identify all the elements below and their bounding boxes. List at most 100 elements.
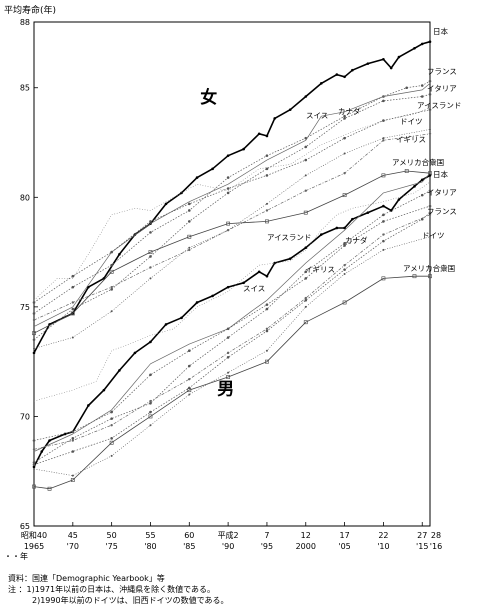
data-point [420, 178, 424, 182]
data-point [226, 375, 231, 379]
data-point [149, 231, 152, 234]
y-tick-label: 80 [20, 193, 30, 202]
series-label-female-6: ドイツ [400, 117, 423, 126]
series-line [33, 172, 431, 452]
data-point [32, 439, 36, 442]
x-tick-label-year: 1965 [24, 542, 44, 551]
data-point [110, 310, 113, 313]
data-point [109, 269, 114, 274]
y-tick-label: 88 [20, 18, 30, 27]
data-point [265, 174, 269, 177]
data-point [63, 432, 67, 436]
data-point [87, 404, 90, 407]
x-tick-label-year: '85 [183, 542, 195, 551]
data-point [133, 351, 137, 355]
data-point [304, 277, 308, 280]
data-point [265, 329, 269, 333]
data-point [412, 274, 417, 279]
data-point [70, 311, 75, 316]
data-point [265, 274, 269, 278]
data-point [381, 276, 386, 281]
data-point [242, 281, 245, 285]
data-point [211, 294, 214, 298]
data-point [70, 478, 75, 482]
data-point [351, 217, 354, 221]
series-male-12 [33, 181, 431, 402]
series-label-male-15: イギリス [305, 265, 335, 274]
data-point [71, 307, 75, 311]
x-tick-label-year: '15 [416, 542, 428, 551]
data-point [343, 264, 346, 267]
series-female-8 [32, 169, 432, 336]
data-point [342, 300, 347, 305]
series-line [33, 214, 431, 450]
data-point [33, 468, 35, 471]
data-point [33, 347, 35, 350]
data-point [227, 371, 230, 374]
data-point [188, 248, 191, 252]
data-point [335, 226, 339, 230]
data-point [32, 461, 36, 464]
series-line [33, 181, 431, 402]
y-tick-label: 85 [20, 84, 30, 93]
data-point [71, 439, 75, 442]
x-tick-label-era: 平成2 [218, 530, 239, 540]
data-point [265, 307, 269, 311]
y-tick-label: 70 [20, 412, 30, 421]
data-point [265, 134, 269, 138]
data-point [343, 242, 346, 245]
female-group-label: 女 [200, 87, 217, 108]
data-point [382, 248, 385, 251]
data-point [342, 193, 347, 198]
series-line [33, 80, 431, 314]
labels-layer: 平均寿命(年) 65 70 75 80 85 88 昭和40 1965 45 '70 50 '75 55 '… [4, 4, 461, 561]
data-point [187, 364, 191, 368]
footnote-1: 注 ：1)1971年以前の日本は、沖縄県を除く数値である。 [8, 585, 216, 594]
plot-frame [33, 21, 431, 527]
data-point [32, 312, 36, 315]
data-point [428, 108, 432, 111]
data-point [405, 86, 409, 90]
series-line [33, 40, 431, 354]
series-male-16 [33, 235, 431, 477]
x-tick-label-era: 17 [339, 531, 349, 540]
data-point [109, 440, 114, 445]
data-point [188, 246, 191, 249]
series-line [33, 133, 431, 321]
data-point [382, 139, 385, 142]
data-point [304, 270, 308, 274]
x-tick-label-year: '16 [430, 542, 442, 551]
x-tick-label-era: 55 [145, 531, 155, 540]
series-label-female-0: 日本 [433, 26, 448, 36]
data-point [32, 448, 36, 451]
data-point [32, 331, 36, 336]
footnotes: 資料：国連「Demographic Yearbook」等 注 ：1)1971年以… [8, 573, 229, 606]
data-point [304, 305, 307, 308]
data-point [71, 336, 74, 339]
series-female-0 [32, 40, 432, 355]
data-point [304, 189, 307, 192]
source-note: 資料：国連「Demographic Yearbook」等 [8, 574, 165, 583]
x-unit-label: ・・年 [4, 551, 28, 561]
data-point [226, 187, 230, 190]
series-female-1 [32, 79, 432, 315]
series-label-female-1: フランス [427, 67, 457, 76]
data-point [40, 450, 44, 453]
data-point [187, 388, 192, 393]
chart-frame [33, 21, 431, 527]
data-point [187, 202, 191, 206]
data-point [382, 204, 385, 208]
data-point [48, 439, 51, 442]
x-tick-label-year: '80 [144, 542, 156, 551]
data-point [226, 154, 230, 157]
data-point [226, 327, 230, 331]
series-label-male-16: ドイツ [422, 231, 445, 240]
data-point [257, 132, 261, 136]
data-point [265, 327, 269, 330]
data-point [32, 463, 36, 466]
data-point [242, 147, 245, 151]
data-point [71, 450, 75, 453]
data-point [382, 239, 385, 243]
series-label-male-9: 日本 [433, 169, 448, 179]
data-point [71, 285, 75, 289]
